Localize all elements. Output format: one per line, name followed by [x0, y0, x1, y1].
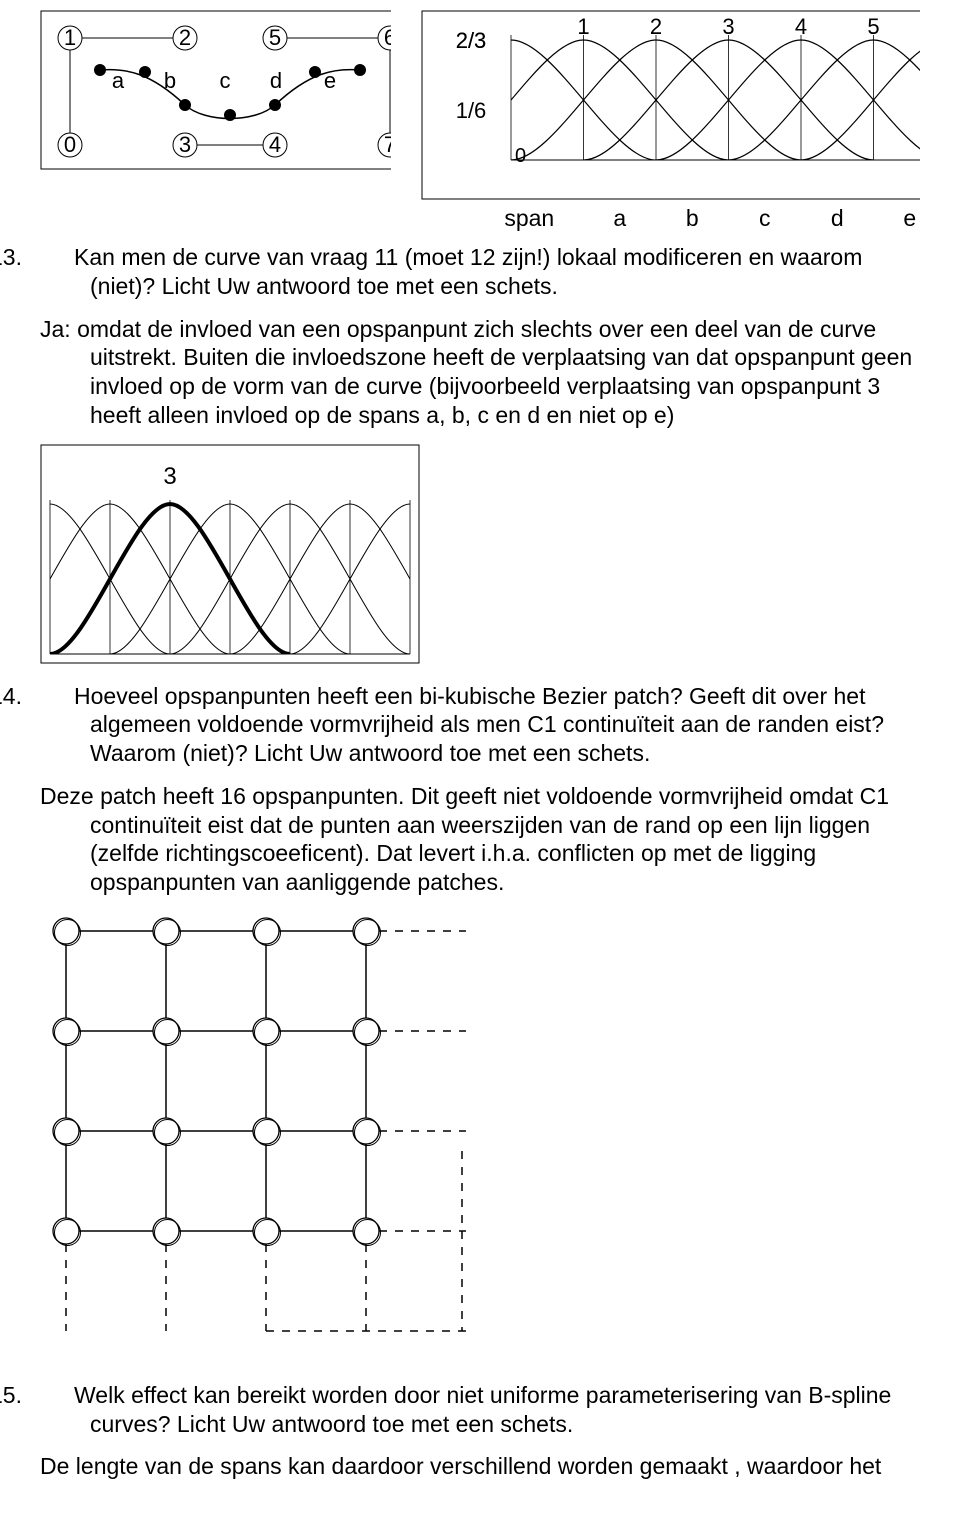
q13-text: Kan men de curve van vraag 11 (moet 12 z… [74, 244, 862, 299]
svg-text:a: a [112, 68, 125, 93]
svg-text:c: c [220, 68, 231, 93]
svg-text:e: e [903, 205, 916, 231]
svg-text:4: 4 [269, 132, 281, 157]
figure-influence: 3 [40, 444, 420, 664]
svg-text:4: 4 [795, 14, 807, 39]
a13-text: Ja: omdat de invloed van een opspanpunt … [40, 316, 912, 428]
svg-text:1: 1 [64, 25, 76, 50]
top-figure-row: 12560347abcde 2/31/607123456spanabcde123… [40, 10, 920, 235]
svg-text:7: 7 [384, 132, 391, 157]
svg-text:2: 2 [179, 25, 191, 50]
question-15: 15.Welk effect kan bereikt worden door n… [40, 1381, 920, 1439]
answer-13: Ja: omdat de invloed van een opspanpunt … [40, 315, 920, 430]
answer-14: Deze patch heeft 16 opspanpunten. Dit ge… [40, 782, 920, 897]
q14-text: Hoeveel opspanpunten heeft een bi-kubisc… [74, 683, 884, 767]
figure-left-graph: 12560347abcde [40, 10, 391, 170]
q13-number: 13. [40, 243, 74, 272]
q14-number: 14. [40, 682, 74, 711]
svg-text:3: 3 [163, 463, 176, 490]
a14-lead: Deze patch heeft 16 opspanpunten. [40, 783, 404, 809]
svg-text:d: d [270, 68, 282, 93]
svg-text:5: 5 [867, 14, 879, 39]
question-13: 13.Kan men de curve van vraag 11 (moet 1… [40, 243, 920, 301]
document-page: 12560347abcde 2/31/607123456spanabcde123… [0, 0, 960, 1535]
answer-15: De lengte van de spans kan daardoor vers… [40, 1452, 920, 1481]
question-14: 14.Hoeveel opspanpunten heeft een bi-kub… [40, 682, 920, 768]
svg-text:c: c [759, 205, 771, 231]
svg-text:d: d [831, 205, 844, 231]
svg-text:3: 3 [179, 132, 191, 157]
svg-text:6: 6 [384, 25, 391, 50]
svg-text:1: 1 [577, 14, 589, 39]
svg-text:0: 0 [64, 132, 76, 157]
figure-patch-grid [36, 911, 476, 1351]
a15-text: De lengte van de spans kan daardoor vers… [40, 1453, 881, 1479]
q15-text: Welk effect kan bereikt worden door niet… [74, 1382, 891, 1437]
svg-text:2: 2 [650, 14, 662, 39]
svg-text:1/6: 1/6 [456, 98, 487, 123]
svg-text:b: b [686, 205, 699, 231]
svg-text:span: span [504, 205, 554, 231]
svg-text:3: 3 [722, 14, 734, 39]
svg-text:2/3: 2/3 [456, 28, 487, 53]
svg-text:5: 5 [269, 25, 281, 50]
svg-text:a: a [613, 205, 626, 231]
q15-number: 15. [40, 1381, 74, 1410]
figure-right-basis: 2/31/607123456spanabcde1234562/3 [421, 10, 920, 235]
